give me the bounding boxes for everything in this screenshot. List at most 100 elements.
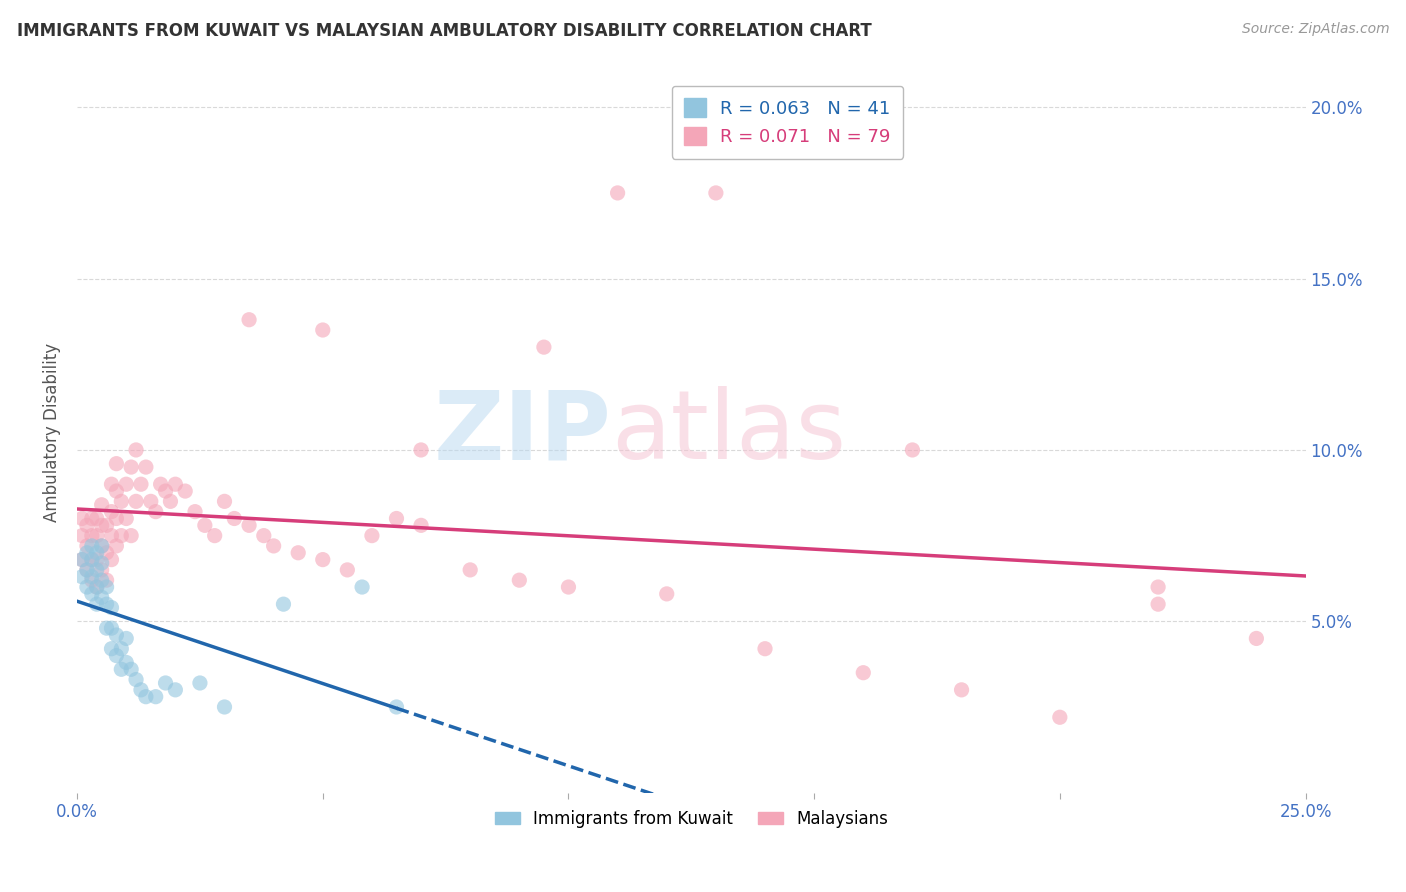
Point (70, 552, 93, 566)
Point (96, 573, 118, 587)
Point (100, 528, 122, 542)
Point (115, 632, 138, 646)
Point (194, 518, 217, 533)
Point (606, 186, 628, 200)
Point (96, 546, 118, 560)
Point (80, 552, 103, 566)
Point (149, 477, 172, 491)
Point (184, 505, 207, 519)
Point (754, 641, 776, 656)
Point (110, 494, 132, 508)
Point (120, 662, 142, 676)
Point (224, 511, 246, 525)
Point (336, 563, 359, 577)
Point (655, 587, 678, 601)
Point (100, 641, 122, 656)
Point (105, 539, 128, 553)
Point (120, 528, 142, 542)
Point (165, 682, 187, 697)
Legend: Immigrants from Kuwait, Malaysians: Immigrants from Kuwait, Malaysians (488, 804, 894, 835)
Point (100, 621, 122, 635)
Point (105, 457, 128, 471)
Point (86, 511, 108, 525)
Point (409, 518, 432, 533)
Point (80, 552, 103, 566)
Point (115, 511, 138, 525)
Point (100, 505, 122, 519)
Point (80, 570, 103, 584)
Point (145, 690, 167, 704)
Point (80, 573, 103, 587)
Point (86, 546, 108, 560)
Point (139, 494, 162, 508)
Point (90, 573, 112, 587)
Point (188, 676, 211, 690)
Point (90, 556, 112, 570)
Point (214, 494, 236, 508)
Point (129, 477, 152, 491)
Point (852, 665, 875, 680)
Point (80, 539, 103, 553)
Point (145, 505, 167, 519)
Point (100, 552, 122, 566)
Point (96, 518, 118, 533)
Point (105, 484, 128, 499)
Point (125, 673, 148, 687)
Point (76, 546, 98, 560)
Point (1147, 597, 1170, 611)
Point (86, 580, 108, 594)
Point (86, 563, 108, 577)
Y-axis label: Ambulatory Disability: Ambulatory Disability (44, 343, 60, 523)
Point (557, 580, 579, 594)
Point (361, 528, 384, 542)
Point (312, 323, 335, 337)
Point (508, 573, 530, 587)
Point (76, 563, 98, 577)
Point (86, 597, 108, 611)
Point (90, 539, 112, 553)
Text: ZIP: ZIP (433, 386, 612, 479)
Point (96, 621, 118, 635)
Point (115, 477, 138, 491)
Point (704, 186, 727, 200)
Point (90, 563, 112, 577)
Point (70, 528, 93, 542)
Point (86, 528, 108, 542)
Text: Source: ZipAtlas.com: Source: ZipAtlas.com (1241, 22, 1389, 37)
Point (214, 700, 236, 714)
Point (1147, 580, 1170, 594)
Point (76, 580, 98, 594)
Point (110, 662, 132, 676)
Text: IMMIGRANTS FROM KUWAIT VS MALAYSIAN AMBULATORY DISABILITY CORRELATION CHART: IMMIGRANTS FROM KUWAIT VS MALAYSIAN AMBU… (17, 22, 872, 40)
Point (352, 580, 374, 594)
Point (174, 484, 197, 499)
Point (76, 563, 98, 577)
Point (70, 570, 93, 584)
Point (105, 511, 128, 525)
Point (110, 641, 132, 656)
Point (155, 484, 177, 499)
Point (90, 498, 112, 512)
Point (110, 528, 132, 542)
Point (135, 460, 157, 475)
Point (76, 518, 98, 533)
Point (105, 628, 128, 642)
Point (950, 682, 973, 697)
Point (159, 494, 181, 508)
Point (385, 511, 408, 525)
Point (90, 591, 112, 605)
Point (129, 682, 152, 697)
Point (80, 511, 103, 525)
Point (238, 518, 260, 533)
Point (120, 460, 142, 475)
Point (70, 552, 93, 566)
Point (1246, 632, 1268, 646)
Point (263, 539, 285, 553)
Point (80, 528, 103, 542)
Point (96, 580, 118, 594)
Point (115, 656, 138, 670)
Point (96, 597, 118, 611)
Text: atlas: atlas (612, 386, 846, 479)
Point (458, 563, 481, 577)
Point (901, 442, 924, 457)
